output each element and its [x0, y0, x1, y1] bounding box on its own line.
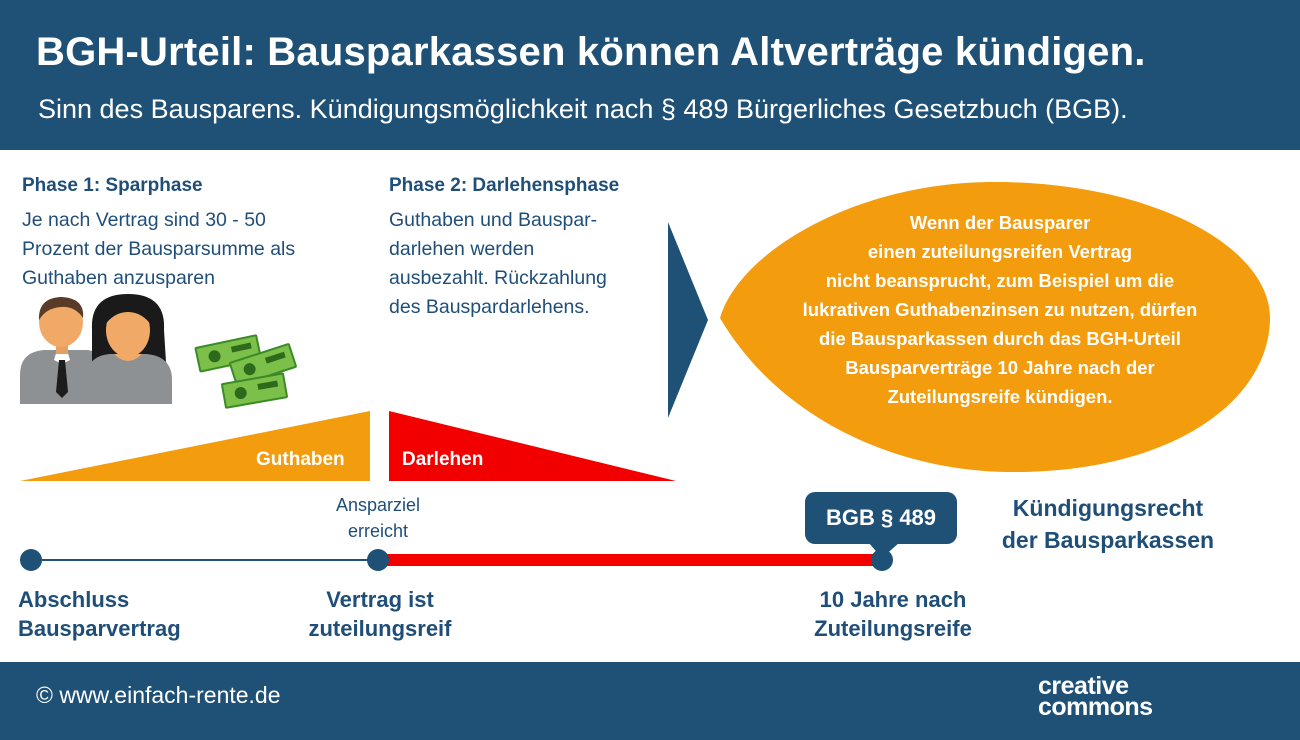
header-bar: BGH-Urteil: Bausparkassen können Altvert…: [0, 0, 1300, 150]
start-label: Abschluss Bausparvertrag: [18, 585, 181, 643]
footer-bar: [0, 662, 1300, 740]
cc-wordmark-line: commons: [1038, 693, 1153, 721]
kuendigungsrecht-line: der Bausparkassen: [1001, 527, 1215, 553]
bubble-line: Zuteilungsreife kündigen.: [887, 386, 1113, 407]
kuendigungsrecht-line: Kündigungsrecht: [1012, 495, 1204, 521]
end-label: 10 Jahre nach Zuteilungsreife: [788, 585, 998, 643]
phase2-line: ausbezahlt. Rückzahlung: [389, 267, 607, 289]
bubble-line: die Bausparkassen durch das BGH-Urteil: [819, 328, 1181, 349]
bubble-text: Wenn der Bausparer einen zuteilungsreife…: [760, 208, 1240, 411]
woman-icon: [86, 294, 172, 404]
phase1-title: Phase 1: Sparphase: [22, 175, 203, 196]
phase2-title: Phase 2: Darlehensphase: [389, 175, 620, 196]
money-icon: [194, 334, 297, 409]
bgb-box: BGB § 489: [805, 492, 957, 544]
milestone-top-label: Ansparziel erreicht: [296, 492, 460, 544]
timeline-dot-start: [20, 549, 42, 571]
darlehen-triangle: [389, 411, 676, 481]
timeline-dot-end: [871, 549, 893, 571]
bubble-line: Bausparverträge 10 Jahre nach der: [845, 357, 1155, 378]
guthaben-triangle: [20, 411, 370, 481]
guthaben-label: Guthaben: [256, 449, 345, 470]
cc-wordmark-line: creative: [1038, 672, 1129, 700]
phase2-line: Guthaben und Bauspar-: [389, 209, 598, 231]
bgb-box-tail: [868, 542, 900, 558]
speech-bubble: [720, 181, 1271, 473]
darlehen-label: Darlehen: [402, 449, 484, 470]
milestone-top-line: erreicht: [347, 521, 409, 541]
page-title: BGH-Urteil: Bausparkassen können Altvert…: [36, 30, 1146, 74]
man-icon: [20, 297, 104, 404]
start-label-line: Abschluss: [18, 587, 130, 612]
phase2-line: darlehen werden: [389, 238, 535, 260]
phase1-line: Je nach Vertrag sind 30 - 50: [22, 209, 266, 231]
bubble-line: lukrativen Guthabenzinsen zu nutzen, dür…: [802, 299, 1198, 320]
phase1-line: Guthaben anzusparen: [22, 267, 215, 289]
kuendigungsrecht-label: Kündigungsrecht der Bausparkassen: [980, 492, 1236, 556]
start-label-line: Bausparvertrag: [18, 616, 181, 641]
creative-commons-wordmark: creative commons: [1038, 672, 1153, 721]
end-label-line: 10 Jahre nach: [819, 587, 967, 612]
phase-arrow: [668, 222, 708, 418]
middle-label-line: Vertrag ist: [326, 587, 434, 612]
phase1-line: Prozent der Bausparsumme als: [22, 238, 296, 260]
timeline-dot-middle: [367, 549, 389, 571]
phase2-line: des Bauspardarlehens.: [389, 296, 590, 318]
timeline-red-segment: [378, 554, 882, 566]
middle-label: Vertrag ist zuteilungsreif: [280, 585, 480, 643]
phase2-text: Guthaben und Bauspar- darlehen werden au…: [389, 206, 659, 322]
bubble-line: nicht beansprucht, zum Beispiel um die: [825, 270, 1175, 291]
milestone-top-line: Ansparziel: [335, 495, 421, 515]
page-subtitle: Sinn des Bausparens. Kündigungsmöglichke…: [38, 94, 1128, 124]
bubble-line: Wenn der Bausparer: [909, 212, 1091, 233]
copyright-link[interactable]: © www.einfach-rente.de: [36, 682, 281, 708]
middle-label-line: zuteilungsreif: [308, 616, 452, 641]
phase1-text: Je nach Vertrag sind 30 - 50 Prozent der…: [22, 206, 352, 293]
end-label-line: Zuteilungsreife: [814, 616, 972, 641]
bubble-line: einen zuteilungsreifen Vertrag: [867, 241, 1133, 262]
